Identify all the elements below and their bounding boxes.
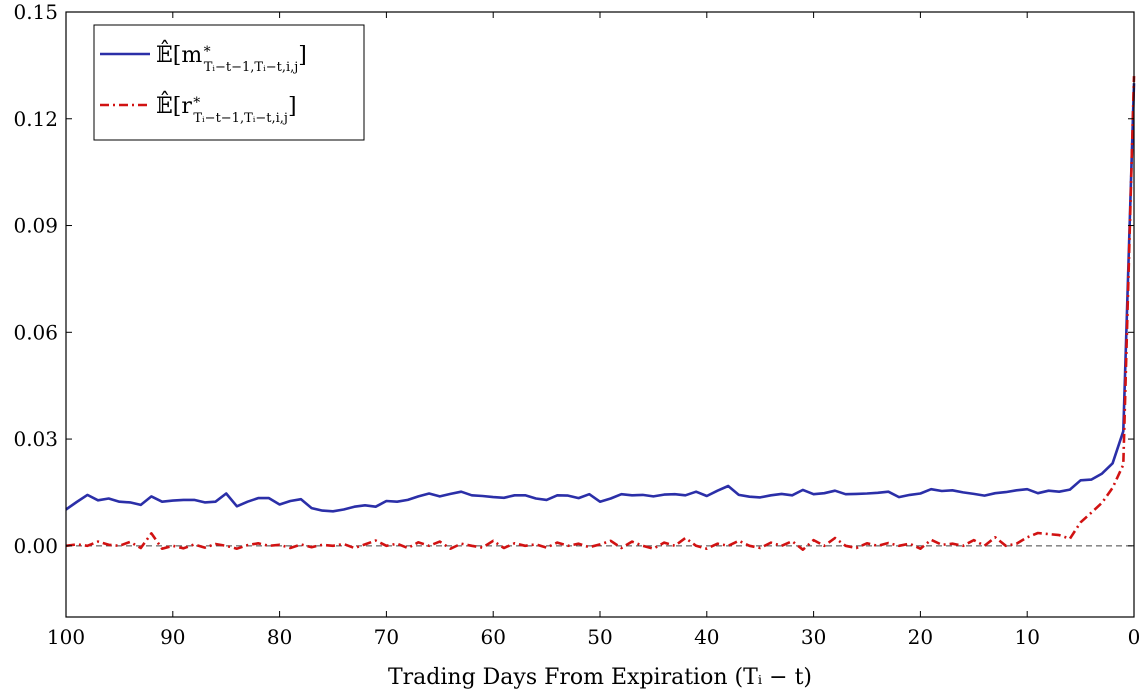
- x-tick-label: 80: [267, 625, 292, 649]
- x-tick-label: 100: [47, 625, 85, 649]
- series-line-m: [65, 83, 1136, 513]
- x-tick-label: 50: [587, 625, 612, 649]
- x-tick-label: 10: [1014, 625, 1039, 649]
- x-tick-label: 90: [160, 625, 185, 649]
- series-layer: [65, 76, 1136, 552]
- y-tick-label: 0.12: [13, 107, 58, 131]
- x-tick-label: 0: [1128, 625, 1140, 649]
- legend-label-m: 𝔼̂[m∗ Tᵢ−t−1,Tᵢ−t,i,j]: [156, 40, 307, 75]
- y-tick-label: 0.03: [13, 427, 58, 451]
- y-tick-label: 0.06: [13, 320, 58, 344]
- y-tick-label: 0.09: [13, 214, 58, 238]
- y-tick-label: 0.15: [13, 0, 58, 24]
- x-tick-label: 20: [908, 625, 933, 649]
- legend-label-r: 𝔼̂[r∗ Tᵢ−t−1,Tᵢ−t,i,j]: [156, 91, 297, 126]
- series-line-r: [65, 76, 1136, 552]
- ticks-layer: [65, 11, 1135, 617]
- x-tick-label: 60: [480, 625, 505, 649]
- legend: 𝔼̂[m∗ Tᵢ−t−1,Tᵢ−t,i,j] 𝔼̂[r∗ Tᵢ−t−1,Tᵢ−t,i,…: [93, 24, 365, 141]
- x-tick-label: 30: [801, 625, 826, 649]
- x-tick-label: 70: [374, 625, 399, 649]
- x-axis-title: Trading Days From Expiration (Tᵢ − t): [388, 665, 812, 690]
- y-tick-label: 0.00: [13, 534, 58, 558]
- tick-labels-layer: 100 90 80 70 60 50 40 30 20 10 00.000.030.060.090.…: [13, 0, 1140, 649]
- legend-box: [93, 24, 365, 141]
- x-tick-label: 40: [694, 625, 719, 649]
